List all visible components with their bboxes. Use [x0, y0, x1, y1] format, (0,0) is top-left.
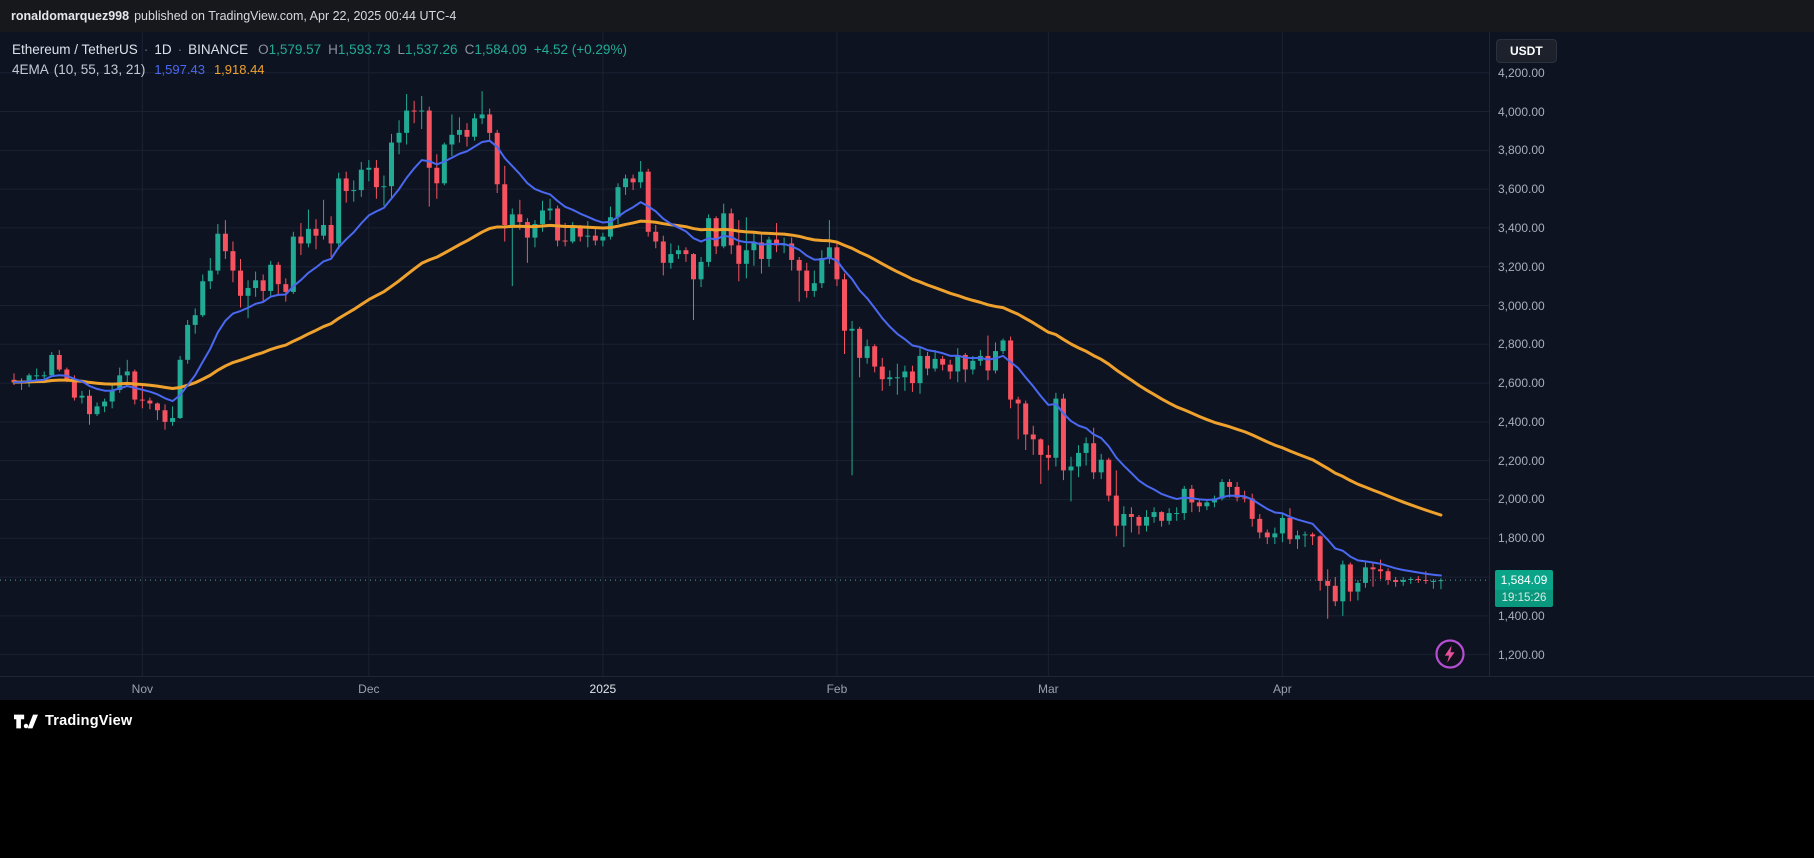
high-value: 1,593.73 — [337, 41, 391, 57]
footer: TradingView — [0, 700, 1814, 858]
indicator-legend-row[interactable]: 4EMA (10, 55, 13, 21) 1,597.43 1,918.44 — [12, 59, 627, 79]
publisher-username: ronaldomarquez998 — [11, 9, 130, 23]
open-value: 1,579.57 — [268, 41, 322, 57]
time-axis-label: 2025 — [589, 682, 617, 696]
chart-panel: Ethereum / TetherUS · 1D · BINANCE O1,57… — [0, 32, 1814, 700]
time-axis-label: Feb — [826, 682, 848, 696]
chart-plot-area[interactable] — [0, 32, 1489, 676]
legend-separator: · — [177, 41, 183, 57]
price-axis-label: 4,000.00 — [1498, 104, 1545, 119]
change-value: +4.52 (+0.29%) — [533, 41, 627, 57]
time-axis-label: Dec — [358, 682, 380, 696]
symbol-name[interactable]: Ethereum / TetherUS — [12, 41, 138, 57]
indicator-name: 4EMA — [12, 61, 49, 77]
price-axis-label: 3,200.00 — [1498, 259, 1545, 274]
tradingview-wordmark: TradingView — [45, 713, 133, 729]
price-axis-label: 2,600.00 — [1498, 376, 1545, 391]
legend-separator: · — [143, 41, 149, 57]
price-axis-label: 3,000.00 — [1498, 298, 1545, 313]
price-axis-label: 1,400.00 — [1498, 608, 1545, 623]
price-axis-label: 2,400.00 — [1498, 414, 1545, 429]
price-axis-label: 2,200.00 — [1498, 453, 1545, 468]
publish-bar: ronaldomarquez998 published on TradingVi… — [0, 0, 1814, 32]
price-axis-label: 2,800.00 — [1498, 337, 1545, 352]
symbol-legend-row[interactable]: Ethereum / TetherUS · 1D · BINANCE O1,57… — [12, 39, 627, 59]
tradingview-logo — [14, 714, 38, 728]
last-price-badge: 1,584.09 — [1495, 570, 1553, 591]
close-value: 1,584.09 — [474, 41, 527, 57]
ema-fast-value: 1,597.43 — [154, 61, 205, 77]
price-axis-label: 3,600.00 — [1498, 182, 1545, 197]
high-label: H — [328, 41, 338, 57]
ema-slow-value: 1,918.44 — [213, 61, 265, 77]
price-axis-label: 3,800.00 — [1498, 143, 1545, 158]
bar-countdown-badge: 19:15:26 — [1495, 590, 1553, 608]
tradingview-brand-link[interactable]: TradingView — [14, 713, 132, 729]
time-axis-label: Mar — [1038, 682, 1059, 696]
chart-legend: Ethereum / TetherUS · 1D · BINANCE O1,57… — [12, 39, 627, 79]
indicator-params: (10, 55, 13, 21) — [53, 61, 146, 77]
price-axis-label: 1,200.00 — [1498, 647, 1545, 662]
price-axis-label: 3,400.00 — [1498, 220, 1545, 235]
price-axis-label: 2,000.00 — [1498, 492, 1545, 507]
currency-toggle-button[interactable]: USDT — [1496, 39, 1557, 63]
close-label: C — [464, 41, 475, 57]
lightning-icon — [1435, 639, 1465, 669]
low-label: L — [397, 41, 405, 57]
exchange-label: BINANCE — [188, 41, 249, 57]
open-label: O — [258, 41, 269, 57]
price-axis[interactable]: USDT 1,584.09 19:15:26 4,200.00 4,000.00 3… — [1489, 32, 1814, 676]
candlestick-chart — [0, 32, 1489, 676]
time-axis[interactable]: Nov Dec 2025 Feb Mar Apr — [0, 676, 1814, 700]
publish-info: published on TradingView.com, Apr 22, 20… — [134, 9, 457, 23]
time-axis-label: Apr — [1273, 682, 1292, 696]
time-axis-label: Nov — [131, 682, 154, 696]
price-axis-label: 1,800.00 — [1498, 531, 1545, 546]
price-axis-label: 4,200.00 — [1498, 65, 1545, 80]
interval-label[interactable]: 1D — [154, 41, 172, 57]
ohlc-values: O1,579.57 H1,593.73 L1,537.26 C1,584.09 … — [258, 42, 627, 57]
quick-action-button[interactable] — [1434, 638, 1466, 670]
low-value: 1,537.26 — [405, 41, 458, 57]
